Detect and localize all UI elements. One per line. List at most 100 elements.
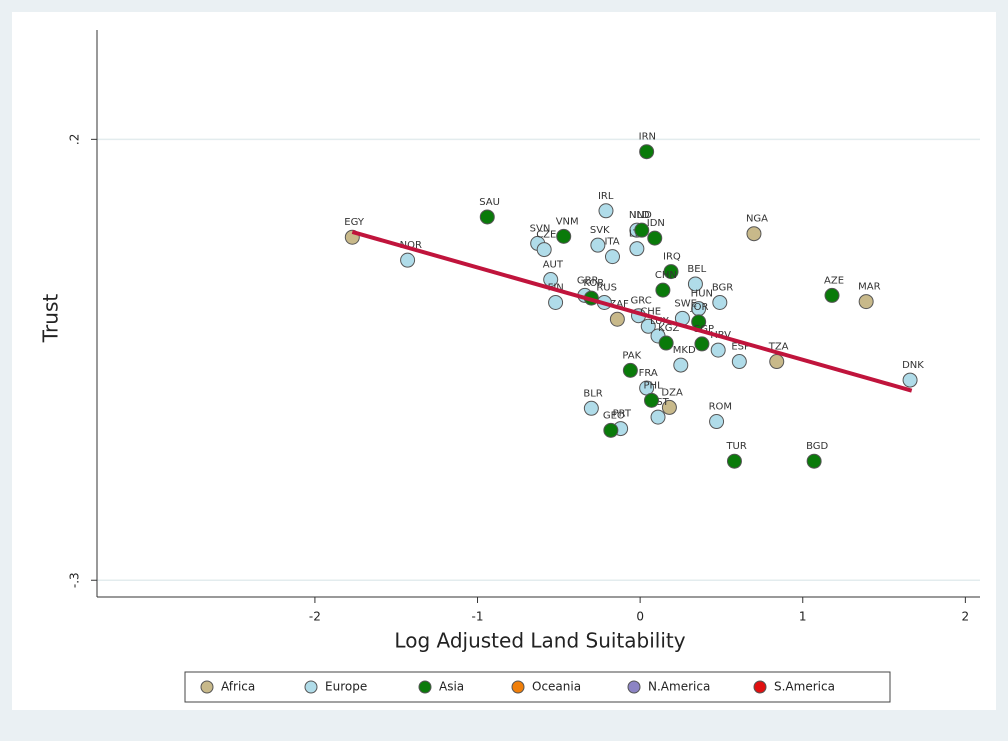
point-label: TUR — [725, 441, 746, 452]
point-label: BGD — [806, 441, 828, 452]
point-label: DZA — [661, 387, 683, 398]
point-label: SGP — [694, 324, 714, 335]
point-label: SVN — [530, 223, 551, 234]
y-tick-label: .2 — [68, 134, 82, 145]
point — [694, 336, 710, 352]
point — [603, 422, 619, 438]
point-label: BEL — [687, 264, 706, 275]
legend-label: S.America — [774, 680, 835, 694]
legend-marker — [753, 680, 767, 694]
point-label: DNK — [902, 360, 924, 371]
legend-label: Asia — [439, 680, 464, 694]
x-tick-label: -2 — [309, 610, 321, 624]
point-label: ITA — [604, 237, 619, 248]
point — [658, 335, 674, 351]
legend-box — [184, 671, 891, 703]
point — [769, 354, 785, 370]
y-axis-label: Trust — [39, 294, 63, 344]
point-label: PHL — [644, 380, 664, 391]
point-label: TZA — [768, 342, 789, 353]
point — [634, 222, 650, 238]
point-label: GBR — [577, 275, 599, 286]
point — [590, 237, 606, 253]
point — [806, 453, 822, 469]
point — [479, 209, 495, 225]
point — [609, 311, 625, 327]
point-label: CHE — [640, 306, 661, 317]
point-label: NOR — [400, 240, 422, 251]
point-label: CZE — [536, 230, 556, 241]
point-label: AZE — [824, 275, 844, 286]
point — [673, 357, 689, 373]
point-label: KOR — [583, 278, 604, 289]
legend-label: Africa — [221, 680, 255, 694]
point-label: NLD — [629, 210, 650, 221]
legend-marker — [511, 680, 525, 694]
point — [824, 287, 840, 303]
point-label: IND — [634, 210, 652, 221]
point-label: IRN — [639, 132, 656, 143]
point-label: IDN — [647, 218, 665, 229]
point-label: FRA — [639, 368, 658, 379]
point-label: IRL — [598, 191, 614, 202]
point-label: BLR — [583, 388, 602, 399]
point-label: IRQ — [663, 252, 681, 263]
point — [583, 400, 599, 416]
point-label: EGY — [344, 217, 365, 228]
x-tick-label: -1 — [472, 610, 484, 624]
point-label: ROM — [709, 402, 732, 413]
point — [709, 414, 725, 430]
point — [661, 399, 677, 415]
point-label: MKD — [673, 345, 696, 356]
x-tick-label: 1 — [799, 610, 807, 624]
point-label: BGR — [712, 282, 733, 293]
point-label: SAU — [479, 197, 500, 208]
point — [639, 144, 655, 160]
point-label: RUS — [596, 282, 617, 293]
point-label: VNM — [556, 216, 579, 227]
point-label: PRT — [613, 409, 632, 420]
point — [548, 294, 564, 310]
x-axis-label: Log Adjusted Land Suitability — [394, 629, 685, 653]
point-label: KGZ — [658, 323, 679, 334]
y-tick-label: -.3 — [68, 572, 82, 588]
point — [746, 226, 762, 242]
point — [556, 228, 572, 244]
point — [858, 294, 874, 310]
x-tick-label: 0 — [636, 610, 644, 624]
legend-marker — [200, 680, 214, 694]
legend-label: Europe — [325, 680, 367, 694]
point — [400, 252, 416, 268]
point — [712, 294, 728, 310]
point — [640, 318, 656, 334]
legend-marker — [418, 680, 432, 694]
point-label: ZAF — [609, 299, 629, 310]
point — [604, 249, 620, 265]
point-label: SWE — [674, 298, 697, 309]
point — [647, 230, 663, 246]
point — [536, 242, 552, 258]
point — [663, 264, 679, 280]
point-label: CHN — [655, 270, 677, 281]
legend-label: N.America — [648, 680, 710, 694]
plot-background — [12, 12, 996, 710]
legend-label: Oceania — [532, 680, 581, 694]
point — [687, 276, 703, 292]
point — [622, 362, 638, 378]
point — [655, 282, 671, 298]
point-label: GRC — [631, 296, 652, 307]
point-label: MAR — [858, 282, 880, 293]
point — [598, 203, 614, 219]
point-label: SVK — [590, 225, 610, 236]
point — [650, 409, 666, 425]
point — [731, 354, 747, 370]
point — [902, 372, 918, 388]
point — [710, 342, 726, 358]
point-label: ESP — [731, 342, 750, 353]
point-label: GEO — [603, 410, 625, 421]
point-label: HUN — [691, 289, 713, 300]
point — [644, 392, 660, 408]
point-label: AUT — [543, 260, 564, 271]
point — [726, 453, 742, 469]
